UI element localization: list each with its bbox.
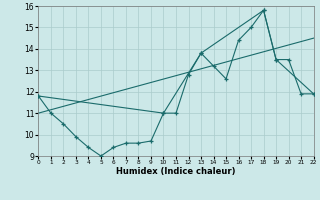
X-axis label: Humidex (Indice chaleur): Humidex (Indice chaleur)	[116, 167, 236, 176]
